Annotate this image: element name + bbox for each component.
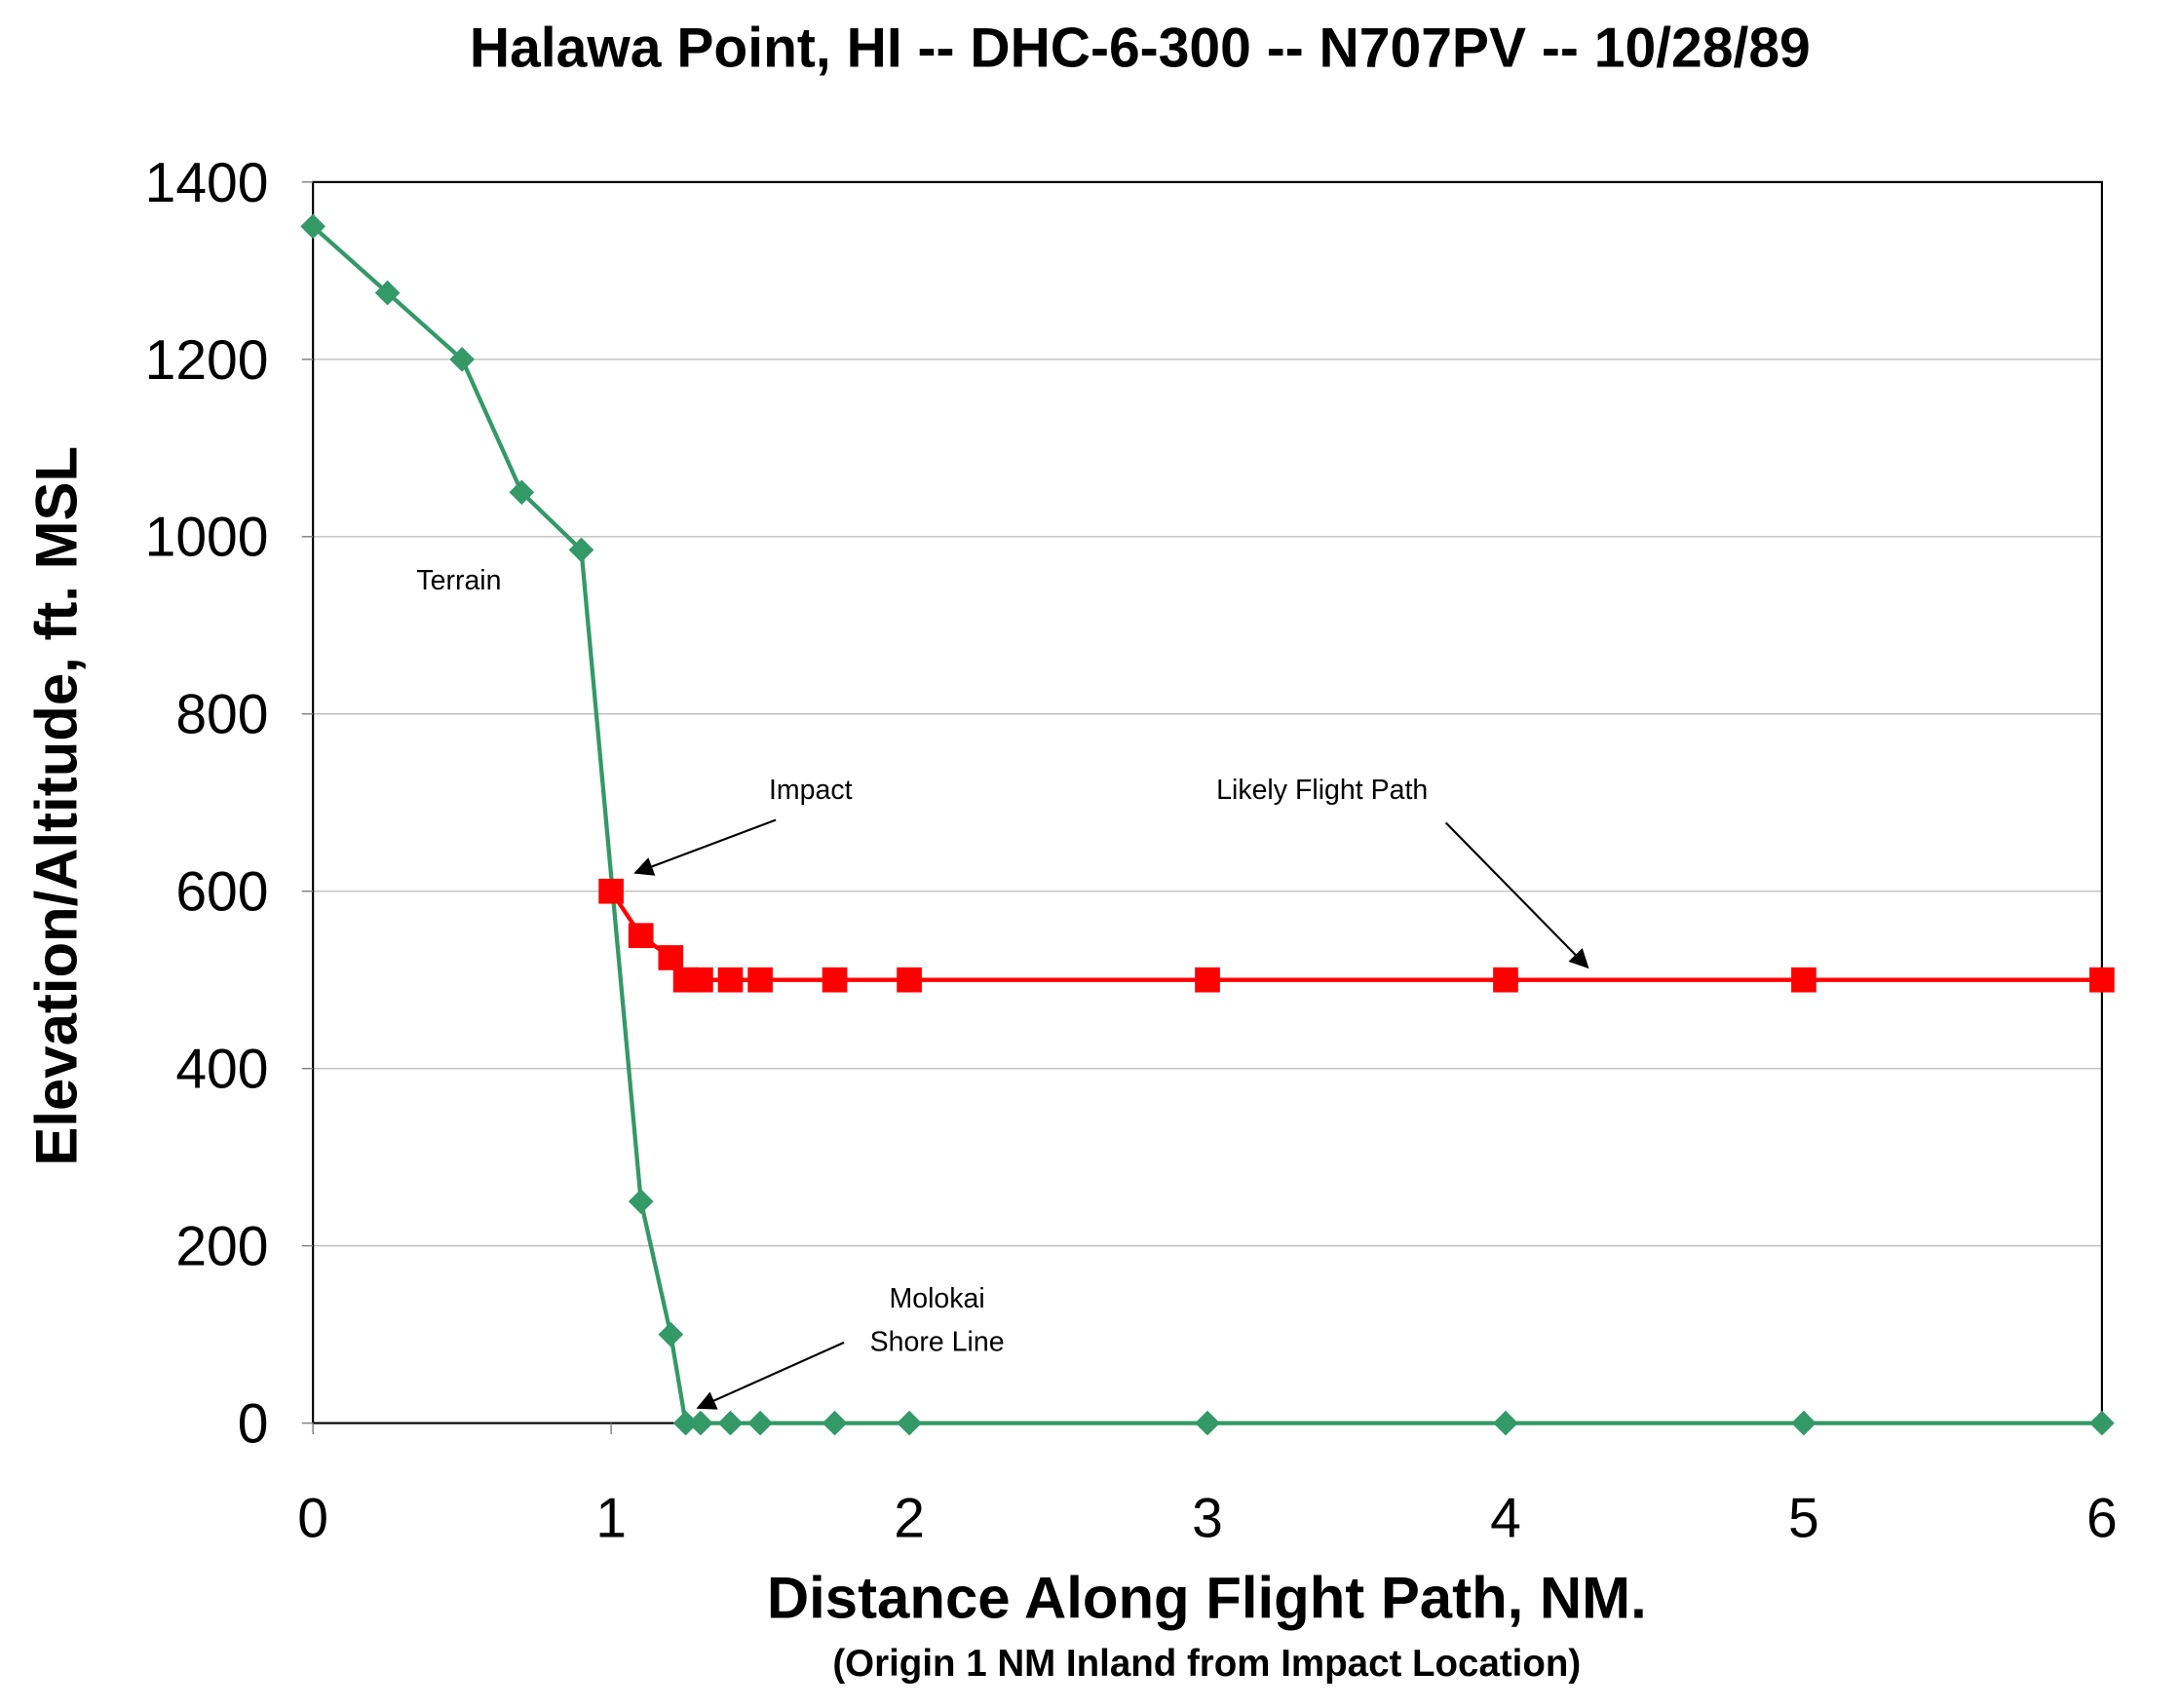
y-tick-label: 1000 xyxy=(145,507,269,569)
terrain-point xyxy=(688,1410,713,1436)
flight-path-arrow xyxy=(1444,821,1589,969)
annotation-shore-molokai: Molokai xyxy=(889,1283,984,1314)
flight_path-point xyxy=(2089,967,2115,993)
terrain-point xyxy=(672,1410,699,1436)
flight_path-point xyxy=(717,967,744,993)
y-tick-label: 400 xyxy=(175,1039,268,1101)
terrain-point xyxy=(658,1321,684,1347)
annotation-shore-line: Shore Line xyxy=(870,1326,1005,1357)
terrain-point xyxy=(1195,1410,1220,1436)
x-tick-label: 5 xyxy=(1788,1488,1819,1550)
y-tick-label: 0 xyxy=(238,1393,269,1456)
x-tick-label: 6 xyxy=(2086,1488,2118,1550)
terrain-point xyxy=(628,1189,654,1214)
x-tick-label: 3 xyxy=(1192,1488,1223,1550)
terrain-point xyxy=(1493,1410,1518,1436)
flight_path-point xyxy=(897,967,922,993)
flight_path-line xyxy=(609,890,2102,982)
flight_path-point xyxy=(628,923,654,949)
y-tick-label: 600 xyxy=(175,861,268,924)
y-axis-label: Elevation/Altitude, ft. MSL xyxy=(24,446,90,1166)
shore-line-arrow xyxy=(696,1341,845,1410)
flight_path-point xyxy=(658,945,684,970)
flight_path-point xyxy=(747,967,773,993)
y-tick-label: 1200 xyxy=(145,329,269,392)
terrain-point xyxy=(822,1410,848,1436)
flight_path-point xyxy=(1791,967,1817,993)
annotation-terrain: Terrain xyxy=(416,565,501,596)
plot-area-border xyxy=(312,180,2103,1424)
terrain-point xyxy=(300,213,326,240)
annotation-impact: Impact xyxy=(769,775,853,806)
x-tick-label: 1 xyxy=(595,1488,627,1550)
flight_path-point xyxy=(1195,967,1220,993)
terrain-point xyxy=(449,346,475,372)
annotation-flight-path: Likely Flight Path xyxy=(1216,775,1428,806)
terrain-point xyxy=(747,1410,773,1436)
terrain-point xyxy=(2089,1410,2115,1436)
y-tick-label: 1400 xyxy=(145,152,269,214)
flight_path-point xyxy=(822,967,848,993)
x-axis-label: Distance Along Flight Path, NM. xyxy=(767,1565,1647,1630)
terrain-line xyxy=(311,224,2102,1425)
terrain-point xyxy=(1791,1410,1817,1436)
y-tick-label: 200 xyxy=(175,1216,268,1278)
x-axis-sublabel: (Origin 1 NM Inland from Impact Location… xyxy=(832,1643,1581,1685)
x-tick-label: 0 xyxy=(297,1488,328,1550)
chart-title: Halawa Point, HI -- DHC-6-300 -- N707PV … xyxy=(470,17,1811,79)
terrain-point xyxy=(717,1410,744,1436)
flight_path-point xyxy=(1493,967,1518,993)
flight_path-point xyxy=(598,878,624,904)
terrain-point xyxy=(509,479,535,506)
series-flight_path xyxy=(598,878,2115,993)
terrain-point xyxy=(897,1410,922,1436)
terrain-point xyxy=(568,537,594,563)
impact-arrow xyxy=(633,818,777,876)
y-tick-label: 800 xyxy=(175,684,268,746)
x-tick-label: 4 xyxy=(1490,1488,1521,1550)
terrain-point xyxy=(374,280,401,306)
flight_path-point xyxy=(688,967,713,993)
x-tick-label: 2 xyxy=(894,1488,925,1550)
series-terrain xyxy=(300,213,2115,1436)
